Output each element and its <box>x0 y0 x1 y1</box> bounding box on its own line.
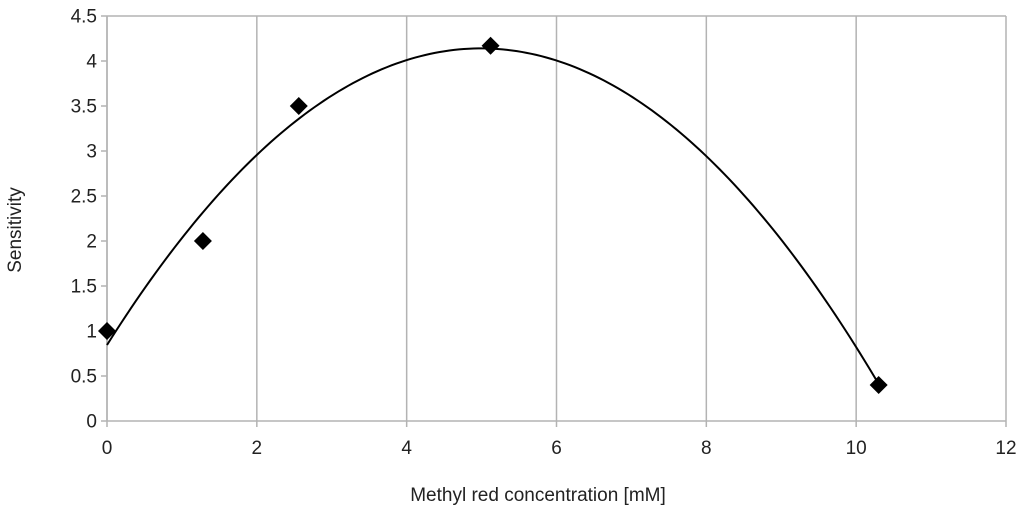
trendline <box>106 47 880 385</box>
axes <box>101 15 1006 422</box>
y-tick-label: 3 <box>86 142 97 163</box>
data-point <box>481 36 500 55</box>
x-tick-label: 12 <box>995 438 1016 459</box>
y-tick-label: 4.5 <box>71 7 97 28</box>
data-point <box>193 232 212 250</box>
data-point <box>869 376 888 394</box>
y-tick-label: 2 <box>86 232 97 253</box>
x-axis-title: Methyl red concentration [mM] <box>410 485 666 506</box>
data-point <box>98 322 116 340</box>
y-tick-label: 1 <box>86 322 97 343</box>
x-tick-label: 2 <box>252 438 263 459</box>
x-tick-label: 4 <box>401 438 412 459</box>
x-tick-label: 10 <box>846 438 867 459</box>
y-tick-label: 3.5 <box>71 97 97 118</box>
data-points <box>98 36 888 394</box>
data-point <box>289 97 308 115</box>
x-tick-label: 0 <box>102 438 113 459</box>
x-tick-label: 8 <box>701 438 712 459</box>
grid-lines <box>106 16 1007 427</box>
y-axis-title: Sensitivity <box>5 187 26 273</box>
y-tick-label: 0 <box>86 412 97 433</box>
y-tick-label: 0.5 <box>71 367 97 388</box>
trendline-layer <box>106 47 880 385</box>
y-tick-label: 1.5 <box>71 277 97 298</box>
y-tick-label: 2.5 <box>71 187 97 208</box>
tick-labels: 0 2 4 6 8 10 12 0 0.5 1 1.5 2 2.5 3 3.5 4 4.5 <box>71 7 1017 460</box>
x-tick-label: 6 <box>551 438 562 459</box>
y-tick-label: 4 <box>86 52 97 73</box>
